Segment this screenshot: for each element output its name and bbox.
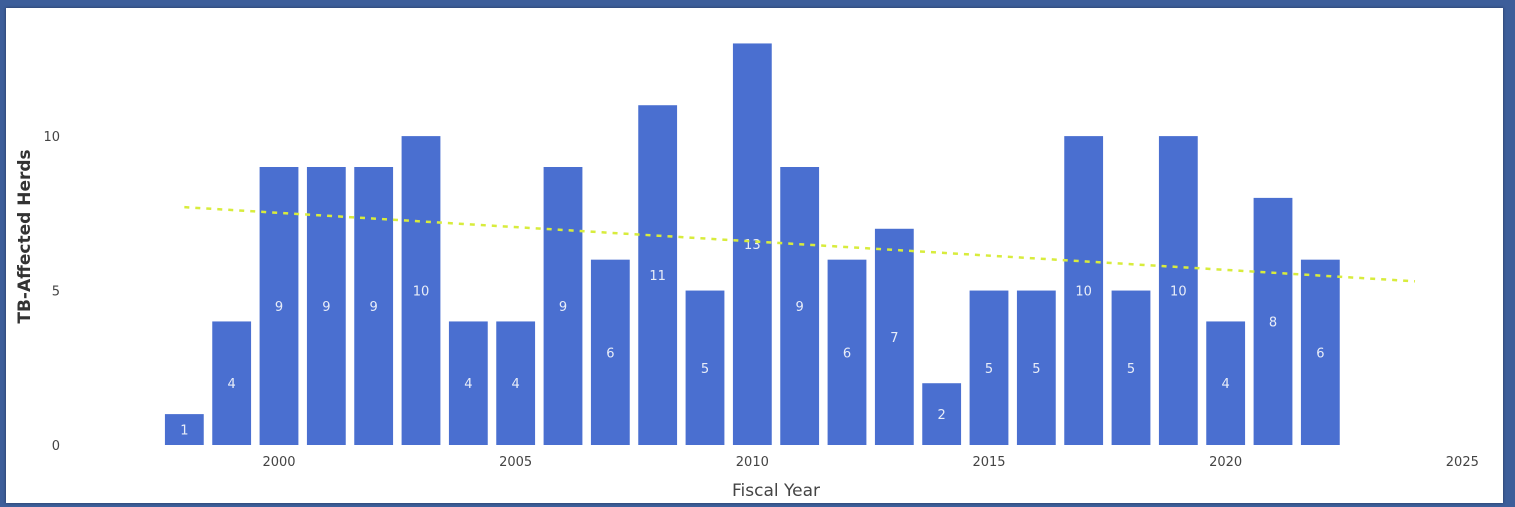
bar-label-1999: 4: [228, 377, 236, 392]
bar-2012[interactable]: [827, 259, 867, 445]
bar-2005[interactable]: [496, 321, 536, 445]
bar-label-2007: 6: [606, 346, 614, 361]
x-tick-2025: 2025: [1446, 455, 1479, 470]
bar-2018[interactable]: [1111, 290, 1151, 445]
bar-2016[interactable]: [1016, 290, 1056, 445]
bar-2019[interactable]: [1158, 136, 1198, 445]
bars: [164, 43, 1340, 445]
bar-2001[interactable]: [306, 167, 346, 445]
bar-2006[interactable]: [543, 167, 583, 445]
bar-2002[interactable]: [354, 167, 394, 445]
x-tick-2000: 2000: [262, 455, 295, 470]
bar-1998[interactable]: [164, 414, 204, 445]
bar-2000[interactable]: [259, 167, 299, 445]
bar-label-2015: 5: [985, 362, 993, 377]
bar-2009[interactable]: [685, 290, 725, 445]
bar-2003[interactable]: [401, 136, 441, 445]
x-tick-2005: 2005: [499, 455, 532, 470]
bar-2004[interactable]: [448, 321, 488, 445]
bar-label-2008: 11: [649, 269, 666, 284]
trendline: [184, 205, 1416, 283]
bar-2020[interactable]: [1206, 321, 1246, 445]
bar-1999[interactable]: [212, 321, 252, 445]
bar-label-2020: 4: [1222, 377, 1230, 392]
bar-label-2003: 10: [413, 285, 430, 300]
bar-label-2000: 9: [275, 300, 283, 315]
bar-label-2001: 9: [322, 300, 330, 315]
bar-2008[interactable]: [638, 105, 678, 445]
bar-label-2004: 4: [464, 377, 472, 392]
y-axis-title: TB-Affected Herds: [15, 149, 35, 323]
bar-2013[interactable]: [874, 228, 914, 445]
bar-2007[interactable]: [590, 259, 630, 445]
y-tick-10: 10: [43, 130, 60, 145]
bar-label-2017: 10: [1075, 285, 1092, 300]
x-axis-title: Fiscal Year: [732, 481, 820, 501]
bar-label-2006: 9: [559, 300, 567, 315]
bar-2010[interactable]: [732, 43, 772, 445]
x-tick-2015: 2015: [972, 455, 1005, 470]
bar-2014[interactable]: [922, 383, 962, 445]
bar-label-2018: 5: [1127, 362, 1135, 377]
bar-2011[interactable]: [780, 167, 820, 445]
x-tick-2020: 2020: [1209, 455, 1242, 470]
y-axis: 0 5 10: [43, 130, 60, 454]
bar-label-2012: 6: [843, 346, 851, 361]
x-tick-2010: 2010: [736, 455, 769, 470]
bar-label-2011: 9: [796, 300, 804, 315]
bar-label-2019: 10: [1170, 285, 1187, 300]
bar-label-2014: 2: [938, 408, 946, 423]
bar-2021[interactable]: [1253, 197, 1293, 445]
bar-label-2016: 5: [1032, 362, 1040, 377]
bar-label-2002: 9: [370, 300, 378, 315]
trendline-layer: [184, 205, 1416, 283]
y-tick-5: 5: [52, 285, 60, 300]
chart-panel: 1 4 9 9 9 10 4 4 9 6 11 5 13 9 6 7 2 5 5 10 5 10 4 8 6 2000 2005 2…: [6, 8, 1503, 503]
bar-label-1998: 1: [180, 424, 188, 439]
bar-label-2005: 4: [512, 377, 520, 392]
bar-label-2013: 7: [890, 331, 898, 346]
x-axis: 2000 2005 2010 2015 2020 2025: [262, 455, 1478, 470]
y-tick-0: 0: [52, 439, 60, 454]
bar-2017[interactable]: [1064, 136, 1104, 445]
bar-label-2009: 5: [701, 362, 709, 377]
bar-2022[interactable]: [1300, 259, 1340, 445]
bar-label-2021: 8: [1269, 315, 1277, 330]
bar-2015[interactable]: [969, 290, 1009, 445]
bar-label-2022: 6: [1316, 346, 1324, 361]
